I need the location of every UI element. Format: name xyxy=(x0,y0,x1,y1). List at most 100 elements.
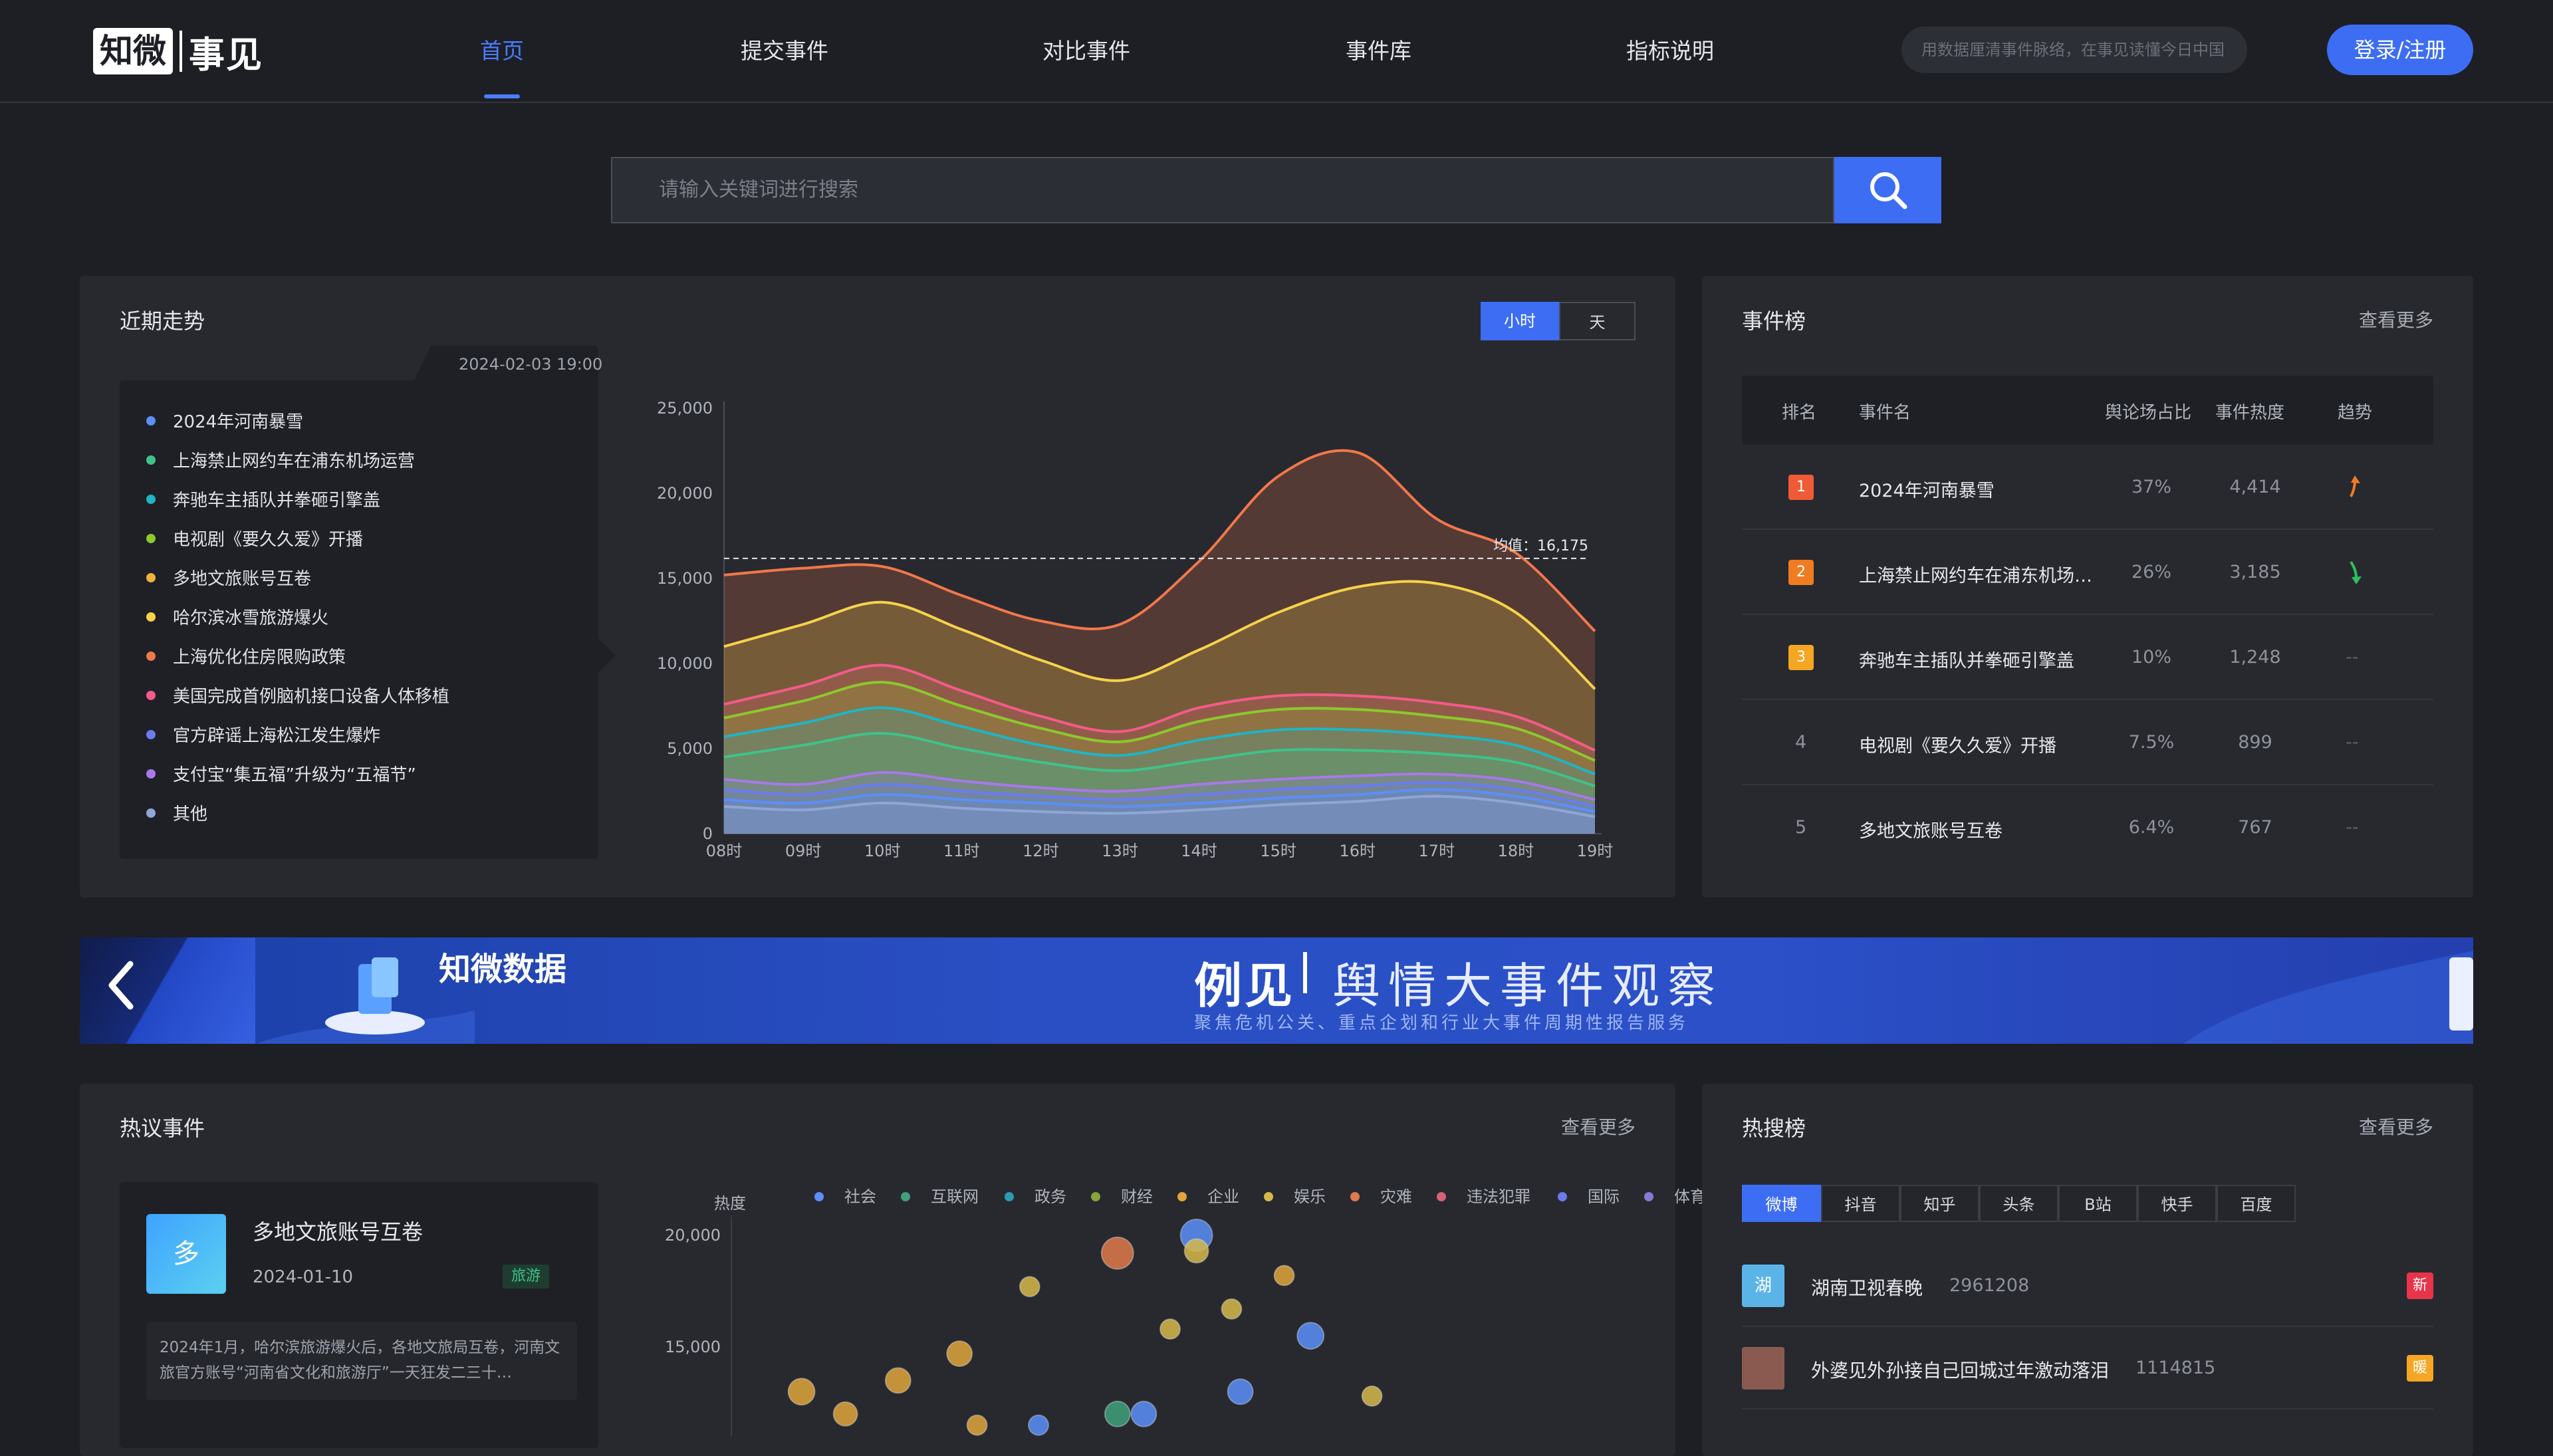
scatter-point[interactable] xyxy=(946,1340,973,1368)
hot-search-title[interactable]: 湖南卫视春晚 xyxy=(1811,1277,1923,1299)
header-search-input[interactable]: 用数据厘清事件脉络，在事见读懂今日中国 xyxy=(1901,27,2247,73)
hot-event-tag: 旅游 xyxy=(503,1265,549,1288)
hot-search-tab[interactable]: 微博 xyxy=(1742,1185,1821,1222)
scatter-legend-label[interactable]: 国际 xyxy=(1588,1187,1620,1206)
nav-home[interactable]: 首页 xyxy=(480,38,524,64)
scatter-legend-label[interactable]: 灾难 xyxy=(1380,1187,1412,1206)
scatter-point[interactable] xyxy=(1221,1298,1243,1320)
ranking-more-link[interactable]: 查看更多 xyxy=(2359,309,2434,331)
legend-item[interactable]: 电视剧《要久久爱》开播 xyxy=(146,526,363,550)
hot-search-tab[interactable]: 百度 xyxy=(2217,1185,2296,1222)
login-register-button[interactable]: 登录/注册 xyxy=(2327,25,2473,75)
rank-event-name[interactable]: 多地文旅账号互卷 xyxy=(1859,821,2003,842)
scatter-point[interactable] xyxy=(832,1401,858,1427)
trend-flat: -- xyxy=(2346,732,2359,753)
nav-compare-events[interactable]: 对比事件 xyxy=(1042,38,1130,64)
series-line[interactable] xyxy=(723,706,1596,776)
scatter-point[interactable] xyxy=(1130,1400,1157,1427)
legend-item[interactable]: 哈尔滨冰雪旅游爆火 xyxy=(146,604,328,629)
x-tick-label: 14时 xyxy=(1181,842,1217,860)
series-line[interactable] xyxy=(723,731,1596,788)
series-line[interactable] xyxy=(723,664,1596,752)
series-line[interactable] xyxy=(723,580,1596,690)
toggle-day[interactable]: 天 xyxy=(1559,302,1636,340)
scatter-legend-label[interactable]: 互联网 xyxy=(931,1187,979,1206)
hot-search-tab[interactable]: 抖音 xyxy=(1821,1185,1900,1222)
hot-event-name: 多地文旅账号互卷 xyxy=(253,1219,424,1245)
y-tick-label: 10,000 xyxy=(657,654,713,673)
main-search-input[interactable]: 请输入关键词进行搜索 xyxy=(611,157,1834,223)
series-line[interactable] xyxy=(723,794,1596,818)
hot-events-more-link[interactable]: 查看更多 xyxy=(1561,1116,1636,1138)
nav-submit-event[interactable]: 提交事件 xyxy=(741,38,828,64)
scatter-point[interactable] xyxy=(1296,1322,1325,1350)
legend-item[interactable]: 其他 xyxy=(146,800,207,825)
legend-item[interactable]: 奔驰车主插队并拳砸引擎盖 xyxy=(146,487,380,511)
nav-active-indicator xyxy=(484,94,520,98)
legend-dot xyxy=(146,769,156,779)
promo-banner[interactable] xyxy=(80,937,2473,1044)
logo[interactable]: 知微 事见 xyxy=(93,27,263,76)
legend-label: 美国完成首例脑机接口设备人体移植 xyxy=(173,687,450,707)
trend-up-icon xyxy=(2350,475,2360,497)
scatter-point[interactable] xyxy=(1183,1238,1209,1264)
scatter-legend-label[interactable]: 体育 xyxy=(1674,1187,1706,1206)
series-line[interactable] xyxy=(723,771,1596,801)
series-line[interactable] xyxy=(723,781,1596,808)
hot-search-tag: 暖 xyxy=(2407,1355,2433,1382)
scatter-legend-label[interactable]: 财经 xyxy=(1121,1187,1153,1206)
series-line[interactable] xyxy=(723,449,1596,632)
toggle-hour[interactable]: 小时 xyxy=(1481,302,1559,340)
nav-event-library[interactable]: 事件库 xyxy=(1346,38,1411,64)
scatter-point[interactable] xyxy=(1361,1385,1383,1407)
scatter-point[interactable] xyxy=(884,1367,912,1394)
y-tick-label: 15,000 xyxy=(657,569,713,588)
legend-item[interactable]: 多地文旅账号互卷 xyxy=(146,565,311,590)
hot-search-more-link[interactable]: 查看更多 xyxy=(2359,1116,2434,1138)
rank-event-name[interactable]: 上海禁止网约车在浦东机场… xyxy=(1859,566,2092,586)
scatter-point[interactable] xyxy=(1159,1318,1181,1340)
rank-event-name[interactable]: 电视剧《要久久爱》开播 xyxy=(1859,736,2056,757)
chevron-left-icon[interactable] xyxy=(105,959,138,1012)
scatter-point[interactable] xyxy=(1100,1236,1134,1270)
legend-item[interactable]: 2024年河南暴雪 xyxy=(146,408,303,433)
col-heat: 事件热度 xyxy=(2215,403,2285,423)
hot-search-panel xyxy=(1702,1084,2473,1456)
rank-event-name[interactable]: 2024年河南暴雪 xyxy=(1859,481,1995,501)
legend-dot xyxy=(146,690,156,700)
legend-item[interactable]: 官方辟谣上海松江发生爆炸 xyxy=(146,722,380,747)
series-line[interactable] xyxy=(723,788,1596,813)
rank-event-name[interactable]: 奔驰车主插队并拳砸引擎盖 xyxy=(1859,651,2074,671)
scatter-legend-label[interactable]: 企业 xyxy=(1207,1187,1239,1206)
hot-search-tab[interactable]: 知乎 xyxy=(1900,1185,1979,1222)
scatter-point[interactable] xyxy=(1273,1265,1295,1286)
scatter-point[interactable] xyxy=(1104,1400,1131,1427)
scatter-point[interactable] xyxy=(787,1378,816,1406)
scatter-point[interactable] xyxy=(1028,1414,1049,1436)
hot-search-title[interactable]: 外婆见外孙接自己回城过年激动落泪 xyxy=(1811,1360,2110,1382)
series-line[interactable] xyxy=(723,681,1596,762)
hot-search-tab[interactable]: 快手 xyxy=(2137,1185,2217,1222)
legend-item[interactable]: 上海禁止网约车在浦东机场运营 xyxy=(146,447,415,472)
scatter-legend-label[interactable]: 社会 xyxy=(844,1187,876,1206)
legend-dot xyxy=(146,729,156,739)
legend-dot xyxy=(146,651,156,661)
main-search-button[interactable] xyxy=(1834,157,1941,223)
scatter-point[interactable] xyxy=(966,1414,988,1436)
rank-share: 6.4% xyxy=(2128,817,2175,838)
y-tick-label: 20,000 xyxy=(657,484,713,503)
legend-dot xyxy=(146,416,156,425)
scatter-legend-label[interactable]: 违法犯罪 xyxy=(1467,1187,1530,1206)
scatter-legend-label[interactable]: 政务 xyxy=(1034,1187,1066,1206)
legend-item[interactable]: 支付宝“集五福”升级为“五福节” xyxy=(146,761,416,786)
nav-metrics-guide[interactable]: 指标说明 xyxy=(1626,38,1714,64)
hot-search-tab[interactable]: B站 xyxy=(2058,1185,2137,1222)
legend-item[interactable]: 上海优化住房限购政策 xyxy=(146,644,346,668)
legend-item[interactable]: 美国完成首例脑机接口设备人体移植 xyxy=(146,683,449,707)
scatter-point[interactable] xyxy=(1227,1378,1254,1405)
scatter-y-label: 热度 xyxy=(714,1194,746,1213)
scatter-point[interactable] xyxy=(1019,1276,1040,1298)
hot-event-date: 2024-01-10 xyxy=(253,1267,354,1287)
scatter-legend-label[interactable]: 娱乐 xyxy=(1294,1187,1326,1206)
hot-search-tab[interactable]: 头条 xyxy=(1979,1185,2058,1222)
